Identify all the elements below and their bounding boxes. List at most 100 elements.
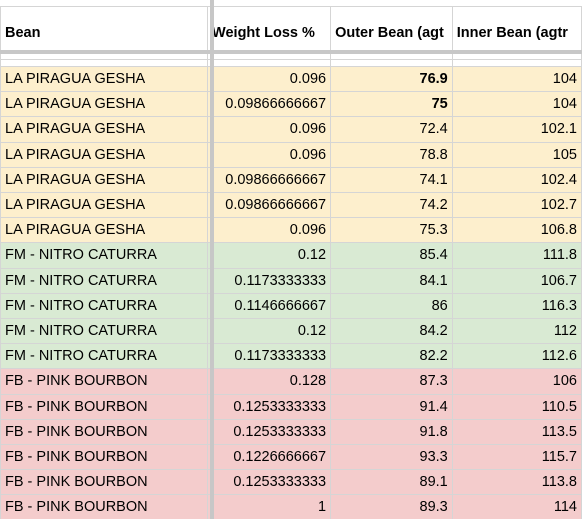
table-row: FM - NITRO CATURRA 0.1173333333 84.1 106.7 bbox=[0, 267, 582, 294]
cell-inner-bean[interactable]: 113.5 bbox=[451, 418, 582, 446]
table-row: FB - PINK BOURBON 0.1253333333 91.8 113.5 bbox=[0, 418, 582, 446]
cell-weight-loss[interactable]: 0.12 bbox=[207, 242, 332, 269]
cell-outer-bean[interactable]: 74.1 bbox=[330, 166, 453, 194]
table-row: FB - PINK BOURBON 0.128 87.3 106 bbox=[0, 368, 582, 395]
cell-inner-bean[interactable]: 112.6 bbox=[451, 343, 582, 370]
cell-outer-bean[interactable]: 78.8 bbox=[330, 141, 453, 168]
cell-inner-bean[interactable]: 102.1 bbox=[451, 116, 582, 143]
table-row: FB - PINK BOURBON 0.1253333333 91.4 110.5 bbox=[0, 393, 582, 420]
table-row: FM - NITRO CATURRA 0.1173333333 82.2 112.6 bbox=[0, 343, 582, 370]
cell-inner-bean[interactable]: 102.4 bbox=[451, 166, 582, 194]
cell-inner-bean[interactable]: 115.7 bbox=[451, 444, 582, 471]
cell-inner-bean[interactable]: 106.7 bbox=[451, 267, 582, 294]
table-row: LA PIRAGUA GESHA 0.09866666667 74.1 102.4 bbox=[0, 166, 582, 194]
cell-bean[interactable]: FB - PINK BOURBON bbox=[0, 393, 209, 420]
cell-bean[interactable]: FM - NITRO CATURRA bbox=[0, 343, 209, 370]
table-row: LA PIRAGUA GESHA 0.096 76.9 104 bbox=[0, 65, 582, 93]
spacer-cell[interactable] bbox=[330, 59, 453, 67]
cell-weight-loss[interactable]: 0.1173333333 bbox=[207, 343, 332, 370]
cell-outer-bean[interactable]: 89.3 bbox=[330, 494, 453, 519]
cell-bean[interactable]: FM - NITRO CATURRA bbox=[0, 292, 209, 320]
cell-outer-bean[interactable]: 91.8 bbox=[330, 418, 453, 446]
cell-bean[interactable]: LA PIRAGUA GESHA bbox=[0, 65, 209, 93]
cell-inner-bean[interactable]: 110.5 bbox=[451, 393, 582, 420]
cell-bean[interactable]: FM - NITRO CATURRA bbox=[0, 267, 209, 294]
cell-weight-loss[interactable]: 1 bbox=[207, 494, 332, 519]
column-header-strip bbox=[0, 0, 582, 6]
spacer-cell[interactable] bbox=[0, 59, 209, 67]
cell-weight-loss[interactable]: 0.09866666667 bbox=[207, 166, 332, 194]
frozen-row-divider[interactable] bbox=[0, 50, 582, 54]
cell-bean[interactable]: FB - PINK BOURBON bbox=[0, 469, 209, 496]
cell-outer-bean[interactable]: 84.2 bbox=[330, 318, 453, 345]
cell-bean[interactable]: LA PIRAGUA GESHA bbox=[0, 192, 209, 219]
cell-weight-loss[interactable]: 0.096 bbox=[207, 141, 332, 168]
cell-outer-bean[interactable]: 93.3 bbox=[330, 444, 453, 471]
cell-weight-loss[interactable]: 0.09866666667 bbox=[207, 91, 332, 118]
table-row: FB - PINK BOURBON 1 89.3 114 bbox=[0, 494, 582, 519]
table-row: LA PIRAGUA GESHA 0.09866666667 75 104 bbox=[0, 91, 582, 118]
cell-bean[interactable]: FM - NITRO CATURRA bbox=[0, 242, 209, 269]
table-row: FM - NITRO CATURRA 0.12 84.2 112 bbox=[0, 318, 582, 345]
cell-weight-loss[interactable]: 0.1253333333 bbox=[207, 469, 332, 496]
cell-weight-loss[interactable]: 0.096 bbox=[207, 116, 332, 143]
table-row: FM - NITRO CATURRA 0.1146666667 86 116.3 bbox=[0, 292, 582, 320]
cell-bean[interactable]: LA PIRAGUA GESHA bbox=[0, 141, 209, 168]
cell-weight-loss[interactable]: 0.1253333333 bbox=[207, 393, 332, 420]
cell-bean[interactable]: LA PIRAGUA GESHA bbox=[0, 91, 209, 118]
spacer-cell[interactable] bbox=[207, 59, 332, 67]
cell-inner-bean[interactable]: 116.3 bbox=[451, 292, 582, 320]
cell-outer-bean[interactable]: 76.9 bbox=[330, 65, 453, 93]
table-row: LA PIRAGUA GESHA 0.096 72.4 102.1 bbox=[0, 116, 582, 143]
cell-weight-loss[interactable]: 0.09866666667 bbox=[207, 192, 332, 219]
table-row: LA PIRAGUA GESHA 0.096 75.3 106.8 bbox=[0, 217, 582, 244]
cell-outer-bean[interactable]: 82.2 bbox=[330, 343, 453, 370]
cell-bean[interactable]: LA PIRAGUA GESHA bbox=[0, 217, 209, 244]
cell-bean[interactable]: FB - PINK BOURBON bbox=[0, 444, 209, 471]
cell-inner-bean[interactable]: 104 bbox=[451, 91, 582, 118]
cell-inner-bean[interactable]: 112 bbox=[451, 318, 582, 345]
cell-outer-bean[interactable]: 84.1 bbox=[330, 267, 453, 294]
cell-inner-bean[interactable]: 102.7 bbox=[451, 192, 582, 219]
cell-outer-bean[interactable]: 74.2 bbox=[330, 192, 453, 219]
cell-bean[interactable]: FM - NITRO CATURRA bbox=[0, 318, 209, 345]
data-table: Bean Weight Loss % Outer Bean (agt Inner… bbox=[0, 6, 582, 519]
cell-weight-loss[interactable]: 0.128 bbox=[207, 368, 332, 395]
cell-inner-bean[interactable]: 104 bbox=[451, 65, 582, 93]
table-row: FM - NITRO CATURRA 0.12 85.4 111.8 bbox=[0, 242, 582, 269]
cell-weight-loss[interactable]: 0.096 bbox=[207, 217, 332, 244]
cell-weight-loss[interactable]: 0.1253333333 bbox=[207, 418, 332, 446]
cell-bean[interactable]: FB - PINK BOURBON bbox=[0, 368, 209, 395]
cell-inner-bean[interactable]: 113.8 bbox=[451, 469, 582, 496]
table-body: LA PIRAGUA GESHA 0.096 76.9 104 LA PIRAGUA G… bbox=[0, 65, 582, 519]
cell-outer-bean[interactable]: 75 bbox=[330, 91, 453, 118]
table-row: LA PIRAGUA GESHA 0.09866666667 74.2 102.7 bbox=[0, 192, 582, 219]
cell-weight-loss[interactable]: 0.1173333333 bbox=[207, 267, 332, 294]
cell-outer-bean[interactable]: 91.4 bbox=[330, 393, 453, 420]
frozen-column-divider[interactable] bbox=[210, 0, 214, 519]
cell-weight-loss[interactable]: 0.096 bbox=[207, 65, 332, 93]
cell-outer-bean[interactable]: 86 bbox=[330, 292, 453, 320]
cell-bean[interactable]: LA PIRAGUA GESHA bbox=[0, 116, 209, 143]
cell-inner-bean[interactable]: 106.8 bbox=[451, 217, 582, 244]
cell-outer-bean[interactable]: 87.3 bbox=[330, 368, 453, 395]
cell-weight-loss[interactable]: 0.1226666667 bbox=[207, 444, 332, 471]
spacer-row bbox=[0, 59, 582, 67]
cell-bean[interactable]: LA PIRAGUA GESHA bbox=[0, 166, 209, 194]
cell-bean[interactable]: FB - PINK BOURBON bbox=[0, 418, 209, 446]
spacer-cell[interactable] bbox=[451, 59, 582, 67]
table-row: FB - PINK BOURBON 0.1253333333 89.1 113.8 bbox=[0, 469, 582, 496]
cell-outer-bean[interactable]: 72.4 bbox=[330, 116, 453, 143]
cell-inner-bean[interactable]: 106 bbox=[451, 368, 582, 395]
cell-inner-bean[interactable]: 105 bbox=[451, 141, 582, 168]
table-row: LA PIRAGUA GESHA 0.096 78.8 105 bbox=[0, 141, 582, 168]
cell-bean[interactable]: FB - PINK BOURBON bbox=[0, 494, 209, 519]
cell-inner-bean[interactable]: 114 bbox=[451, 494, 582, 519]
cell-outer-bean[interactable]: 75.3 bbox=[330, 217, 453, 244]
cell-weight-loss[interactable]: 0.12 bbox=[207, 318, 332, 345]
cell-inner-bean[interactable]: 111.8 bbox=[451, 242, 582, 269]
cell-weight-loss[interactable]: 0.1146666667 bbox=[207, 292, 332, 320]
cell-outer-bean[interactable]: 89.1 bbox=[330, 469, 453, 496]
cell-outer-bean[interactable]: 85.4 bbox=[330, 242, 453, 269]
